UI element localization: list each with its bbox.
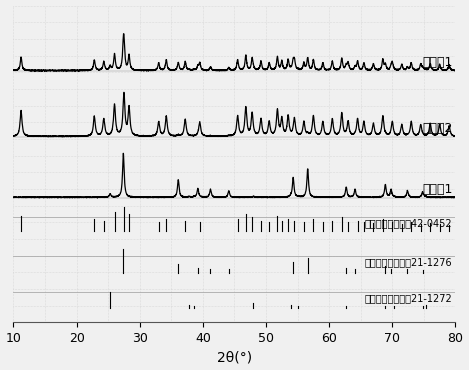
Text: 对比例1: 对比例1 [422, 182, 452, 195]
Text: 对比例2: 对比例2 [422, 122, 452, 135]
X-axis label: 2θ(°): 2θ(°) [217, 350, 252, 364]
Text: 金红石相标准卡瑔21-1276: 金红石相标准卡瑔21-1276 [365, 258, 452, 268]
Text: 锐馒矿相标准卡瑔21-1272: 锐馒矿相标准卡瑔21-1272 [364, 293, 452, 303]
Text: 实施例1: 实施例1 [422, 56, 452, 69]
Text: 饄锨青銅标准卡瑔42-0452: 饄锨青銅标准卡瑔42-0452 [365, 218, 452, 228]
